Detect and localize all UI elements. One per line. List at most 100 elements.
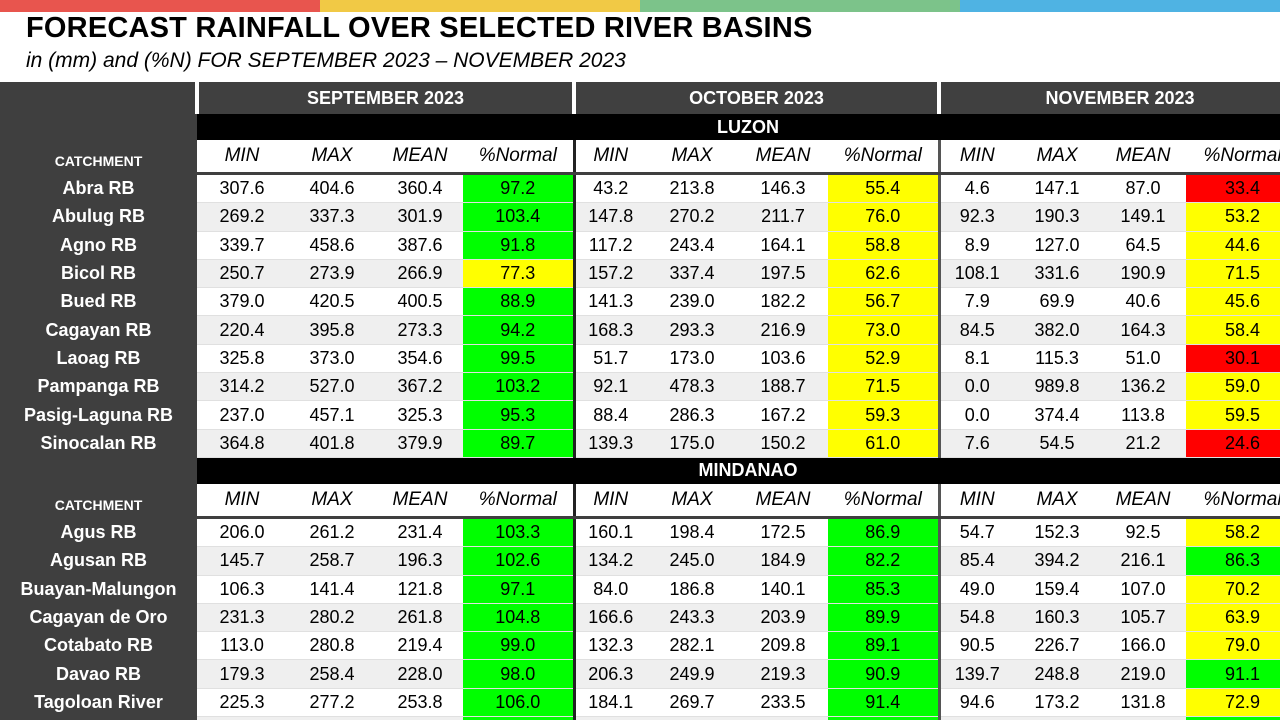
value-cell: 374.4 bbox=[1014, 400, 1101, 430]
column-header: MEAN bbox=[738, 140, 828, 175]
value-cell: 184.9 bbox=[738, 546, 828, 576]
value-cell: 160.3 bbox=[1014, 603, 1101, 633]
column-header: MEAN bbox=[1100, 483, 1187, 519]
value-cell: 248.8 bbox=[1014, 659, 1101, 689]
column-header: MAX bbox=[287, 140, 377, 175]
percent-normal-cell: 24.6 bbox=[1186, 429, 1280, 458]
value-cell: 87.0 bbox=[1100, 173, 1187, 204]
column-header-row: CATCHMENT MIN MAX MEAN %Normal MIN MAX MEAN %Nor… bbox=[0, 140, 1280, 175]
catchment-name: Bicol RB bbox=[0, 259, 197, 289]
catchment-name: Cagayan RB bbox=[0, 315, 197, 345]
table-row: Agus RB 206.0 261.2 231.4 103.3 160.1 198.4 172… bbox=[0, 517, 1280, 548]
percent-normal-cell: 62.6 bbox=[828, 259, 940, 289]
column-header: MEAN bbox=[738, 483, 828, 519]
value-cell: 219.0 bbox=[1100, 659, 1187, 689]
catchment-label: CATCHMENT bbox=[0, 483, 197, 519]
percent-normal-cell: 70.2 bbox=[1186, 575, 1280, 604]
catchment-name: Laoag RB bbox=[0, 344, 197, 374]
value-cell: 160.1 bbox=[572, 517, 646, 548]
percent-normal-cell: 30.1 bbox=[1186, 344, 1280, 374]
percent-normal-cell: 97.2 bbox=[463, 173, 574, 204]
column-header: %Normal bbox=[463, 483, 574, 519]
value-cell: 173.0 bbox=[646, 344, 738, 374]
percent-normal-cell: 86.3 bbox=[1186, 546, 1280, 576]
value-cell: 113.0 bbox=[197, 631, 287, 661]
value-cell: 266.9 bbox=[377, 259, 463, 289]
percent-normal-cell: 89.9 bbox=[828, 603, 940, 633]
percent-normal-cell: 86.9 bbox=[828, 517, 940, 548]
value-cell: 117.2 bbox=[572, 231, 646, 260]
value-cell: 8.1 bbox=[937, 344, 1015, 374]
table-row: Cagayan RB 220.4 395.8 273.3 94.2 168.3 293.3 2… bbox=[0, 315, 1280, 345]
catchment-name: Cagayan de Oro bbox=[0, 603, 197, 633]
value-cell: 131.8 bbox=[1100, 688, 1187, 718]
value-cell: 216.1 bbox=[1100, 546, 1187, 576]
percent-normal-cell: 59.5 bbox=[1186, 400, 1280, 430]
value-cell: 258.4 bbox=[287, 659, 377, 689]
catchment-name: Davao RB bbox=[0, 659, 197, 689]
value-cell: 233.5 bbox=[738, 688, 828, 718]
percent-normal-cell: 91.1 bbox=[1186, 659, 1280, 689]
value-cell: 231.3 bbox=[197, 603, 287, 633]
value-cell: 337.3 bbox=[287, 202, 377, 232]
value-cell: 225.3 bbox=[197, 688, 287, 718]
value-cell: 354.6 bbox=[377, 344, 463, 374]
value-cell: 458.6 bbox=[287, 231, 377, 260]
value-cell: 394.2 bbox=[1014, 546, 1101, 576]
table-row: Pampanga RB 314.2 527.0 367.2 103.2 92.1 478.3… bbox=[0, 372, 1280, 402]
value-cell: 249.9 bbox=[646, 659, 738, 689]
value-cell: 166.0 bbox=[1100, 631, 1187, 661]
value-cell: 527.0 bbox=[287, 372, 377, 402]
value-cell: 106.3 bbox=[197, 575, 287, 604]
percent-normal-cell: 55.4 bbox=[828, 173, 940, 204]
value-cell: 190.9 bbox=[1100, 259, 1187, 289]
column-header: %Normal bbox=[828, 140, 940, 175]
value-cell: 226.7 bbox=[1014, 631, 1101, 661]
value-cell: 139.3 bbox=[572, 429, 646, 458]
rainfall-table: SEPTEMBER 2023 OCTOBER 2023 NOVEMBER 2023 L… bbox=[0, 82, 1280, 720]
percent-normal-cell: 63.9 bbox=[1186, 603, 1280, 633]
value-cell: 107.0 bbox=[1100, 575, 1187, 604]
value-cell: 43.2 bbox=[572, 173, 646, 204]
value-cell: 280.8 bbox=[287, 631, 377, 661]
value-cell: 243.3 bbox=[646, 603, 738, 633]
percent-normal-cell: 103.2 bbox=[463, 372, 574, 402]
value-cell: 181.9 bbox=[197, 716, 287, 720]
value-cell: 159.4 bbox=[1014, 575, 1101, 604]
value-cell: 167.2 bbox=[738, 400, 828, 430]
value-cell: 286.3 bbox=[646, 400, 738, 430]
value-cell: 127.0 bbox=[1014, 231, 1101, 260]
value-cell: 0.0 bbox=[937, 400, 1015, 430]
value-cell: 325.3 bbox=[377, 400, 463, 430]
percent-normal-cell: 99.0 bbox=[463, 631, 574, 661]
value-cell: 203.9 bbox=[738, 603, 828, 633]
value-cell: 7.6 bbox=[937, 429, 1015, 458]
value-cell: 84.0 bbox=[572, 575, 646, 604]
value-cell: 258.7 bbox=[287, 546, 377, 576]
percent-normal-cell: 97.1 bbox=[463, 575, 574, 604]
column-header: %Normal bbox=[1186, 483, 1280, 519]
value-cell: 379.0 bbox=[197, 287, 287, 317]
value-cell: 105.7 bbox=[1100, 603, 1187, 633]
month-header: NOVEMBER 2023 bbox=[937, 82, 1280, 114]
table-row: Bicol RB 250.7 273.9 266.9 77.3 157.2 337.4 197… bbox=[0, 259, 1280, 289]
column-header: MIN bbox=[572, 140, 646, 175]
value-cell: 147.8 bbox=[572, 202, 646, 232]
value-cell: 269.7 bbox=[646, 688, 738, 718]
month-header: SEPTEMBER 2023 bbox=[195, 82, 574, 114]
value-cell: 139.7 bbox=[937, 659, 1015, 689]
column-header: MIN bbox=[197, 483, 287, 519]
top-bar-segment bbox=[320, 0, 640, 12]
percent-normal-cell: 72.9 bbox=[1186, 688, 1280, 718]
catchment-name: Cotabato RB bbox=[0, 631, 197, 661]
value-cell: 186.8 bbox=[646, 575, 738, 604]
month-header: OCTOBER 2023 bbox=[571, 82, 940, 114]
value-cell: 270.2 bbox=[646, 202, 738, 232]
value-cell: 184.1 bbox=[572, 688, 646, 718]
catchment-name: Sinocalan RB bbox=[0, 429, 197, 458]
value-cell: 54.8 bbox=[937, 603, 1015, 633]
catchment-name: Tagum-Libuganon bbox=[0, 716, 197, 720]
table-row: Pasig-Laguna RB 237.0 457.1 325.3 95.3 88.4 28… bbox=[0, 400, 1280, 430]
top-bar-segment bbox=[0, 0, 320, 12]
catchment-name: Abulug RB bbox=[0, 202, 197, 232]
